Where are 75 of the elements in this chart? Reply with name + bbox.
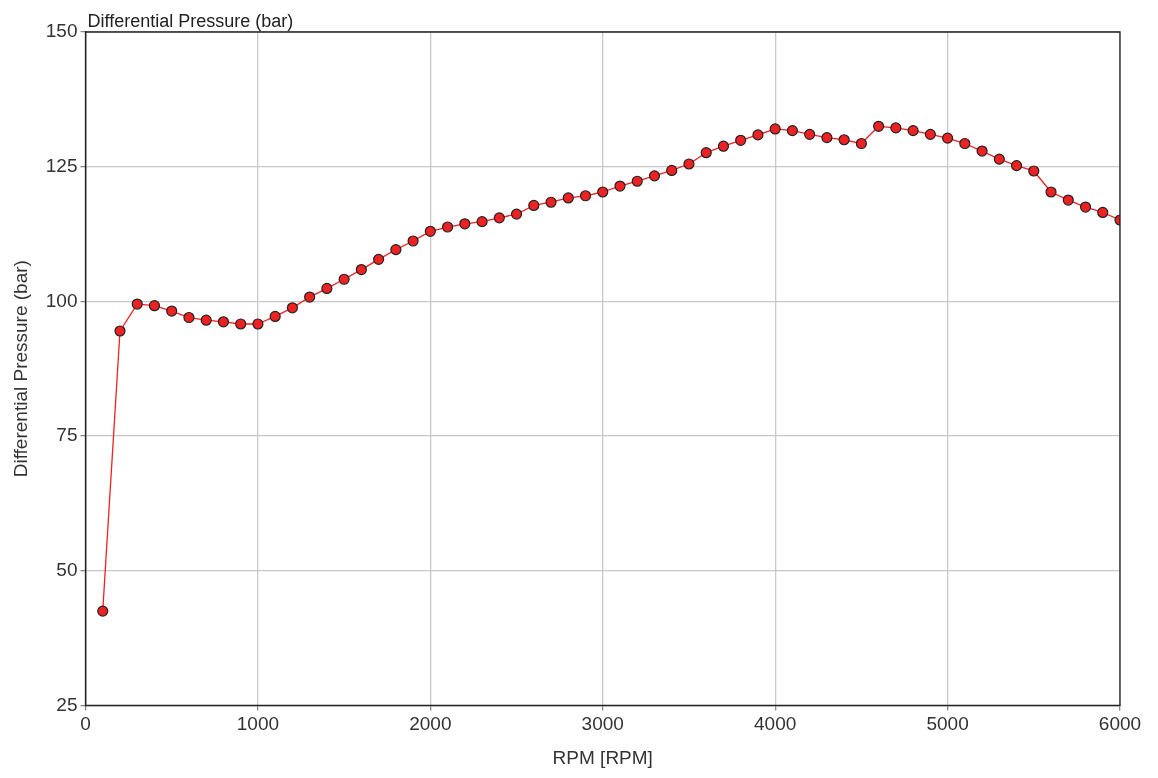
point [252, 318, 264, 330]
point [941, 132, 954, 144]
point [183, 311, 195, 324]
y-tick-label: 25 [56, 693, 78, 715]
point [1010, 160, 1023, 172]
point [821, 131, 833, 144]
point [269, 310, 281, 323]
point [717, 140, 730, 152]
x-axis-title: RPM [RPM] [552, 746, 653, 768]
point [873, 120, 885, 132]
chart-title: Differential Pressure (bar) [87, 10, 294, 31]
point [700, 147, 712, 159]
point [476, 216, 488, 228]
point [424, 225, 436, 237]
point [614, 180, 626, 192]
point [528, 199, 540, 212]
point [976, 145, 988, 157]
point [890, 122, 902, 134]
point [545, 196, 557, 208]
point [148, 300, 161, 312]
x-tick-label: 0 [80, 713, 91, 735]
point [735, 134, 747, 146]
point [1028, 165, 1040, 177]
point [217, 316, 230, 328]
point [1062, 194, 1074, 206]
point [338, 273, 350, 285]
point [321, 282, 333, 295]
x-tick-label: 6000 [1098, 713, 1142, 735]
point [993, 153, 1005, 165]
point [666, 164, 678, 177]
x-tick-label: 4000 [754, 713, 797, 735]
point [579, 190, 592, 202]
x-tick-label: 3000 [581, 713, 624, 735]
point [200, 314, 212, 326]
point [786, 124, 799, 137]
point [804, 128, 816, 140]
y-axis-title: Differential Pressure (bar) [9, 260, 31, 478]
point [924, 128, 936, 140]
point [510, 208, 523, 220]
y-tick-label: 100 [45, 289, 78, 311]
point [683, 158, 695, 170]
point [648, 170, 661, 182]
point [752, 129, 764, 141]
point [631, 175, 643, 187]
point [114, 325, 126, 337]
point [286, 302, 298, 314]
point [97, 605, 109, 617]
point [407, 235, 419, 247]
point [131, 298, 143, 310]
x-tick-label: 5000 [926, 713, 969, 735]
y-tick-label: 125 [45, 154, 78, 176]
point [235, 318, 247, 330]
y-tick-label: 75 [56, 424, 78, 446]
point [1097, 206, 1109, 219]
point [855, 137, 867, 150]
point [1079, 201, 1092, 213]
point [1045, 186, 1057, 198]
x-tick-label: 1000 [236, 713, 280, 735]
point [907, 124, 919, 137]
x-tick-label: 2000 [409, 713, 452, 735]
point [390, 244, 402, 256]
y-tick-label: 50 [56, 558, 78, 580]
point [166, 305, 178, 317]
point [355, 263, 367, 276]
point [373, 253, 385, 265]
point [769, 123, 781, 135]
point [838, 134, 850, 146]
point [493, 212, 505, 224]
point [441, 221, 454, 233]
point [562, 192, 574, 204]
point [597, 186, 609, 198]
point [459, 218, 471, 230]
y-tick-label: 150 [45, 20, 78, 42]
point [304, 291, 316, 303]
point [959, 137, 971, 150]
